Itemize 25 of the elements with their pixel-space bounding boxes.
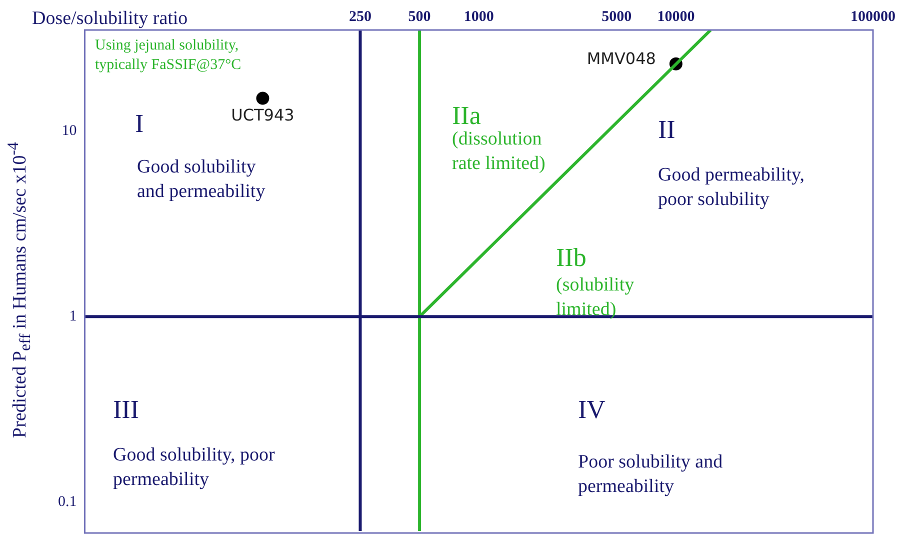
y-tick-label: 0.1 bbox=[58, 494, 77, 510]
y-tick-label: 1 bbox=[69, 308, 77, 325]
annotation: IIb bbox=[556, 242, 586, 272]
annotation: Good solubility, poor permeability bbox=[113, 444, 276, 490]
annotation: Good permeability, poor solubility bbox=[658, 164, 805, 210]
annotation: IV bbox=[578, 394, 606, 424]
annotation: I bbox=[135, 108, 144, 138]
series-label: MMV048 bbox=[586, 49, 656, 68]
annotation: Using jejunal solubility, typically FaSSIF@37°C bbox=[95, 37, 242, 73]
series-label: UCT943 bbox=[231, 105, 294, 124]
annotation: Poor solubility and permeability bbox=[578, 451, 724, 498]
x-axis-title: Dose/solubility ratio bbox=[32, 8, 188, 30]
y-tick-label: 10 bbox=[62, 122, 77, 139]
annotation: III bbox=[113, 394, 139, 424]
x-tick-label: 1000 bbox=[464, 8, 494, 25]
x-tick-label: 10000 bbox=[657, 8, 695, 25]
annotation: (dissolution rate limited) bbox=[452, 128, 546, 174]
x-tick-label: 250 bbox=[348, 8, 372, 25]
annotation: II bbox=[658, 114, 676, 144]
annotation: Good solubility and permeability bbox=[137, 156, 266, 202]
annotation: IIa bbox=[452, 100, 482, 130]
x-tick-label: 500 bbox=[408, 8, 431, 25]
x-tick-label: 5000 bbox=[602, 8, 632, 25]
annotation: (solubility limited) bbox=[556, 274, 635, 320]
x-tick-label: 100000 bbox=[850, 8, 896, 25]
